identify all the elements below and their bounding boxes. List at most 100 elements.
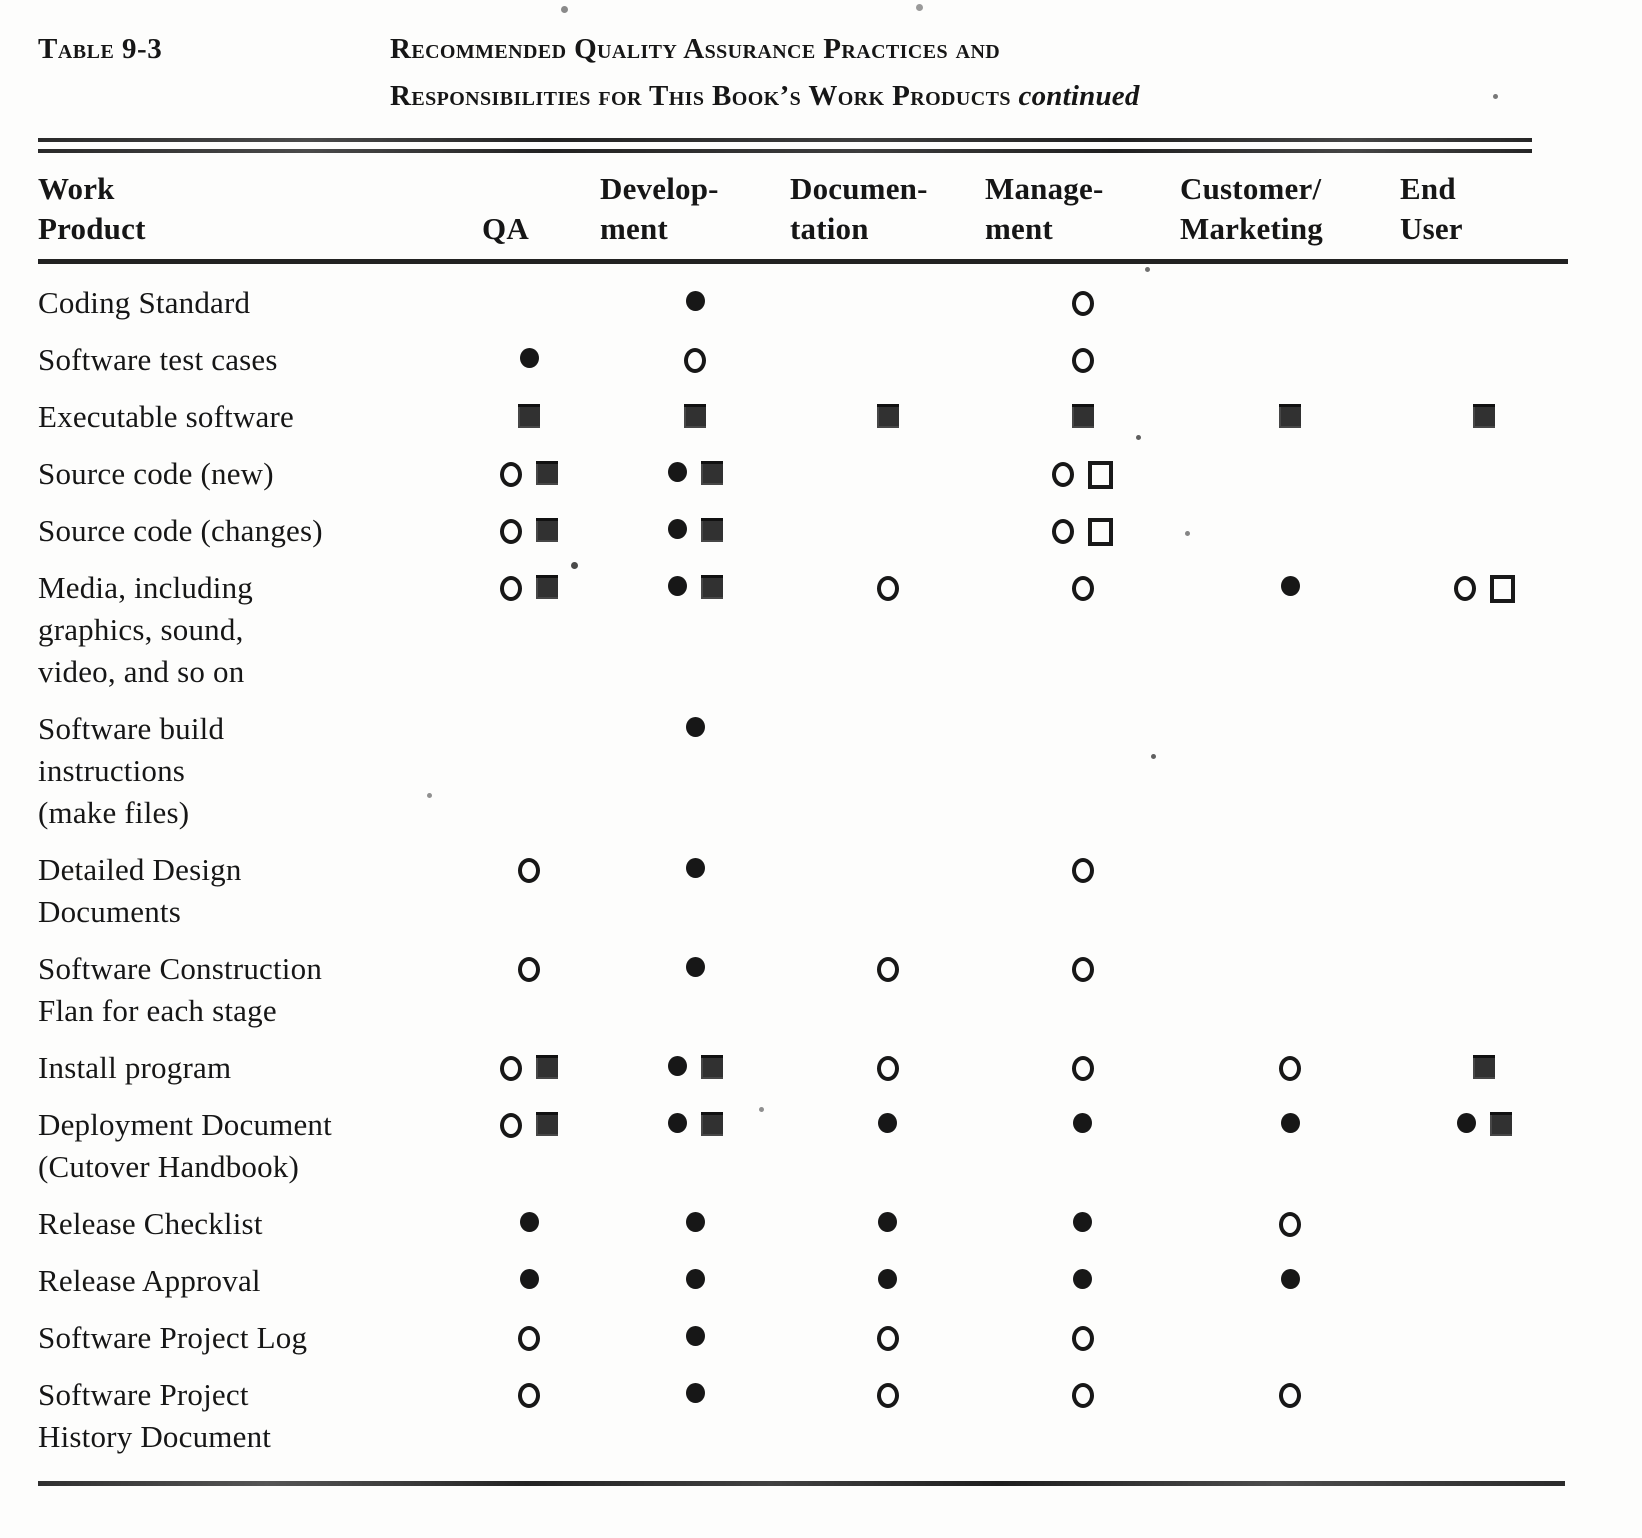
work-product-label: Software build instructions (make files) [38, 711, 225, 830]
filled-square-icon [700, 1112, 723, 1136]
filled-circle-icon [685, 1212, 705, 1232]
filled-square-icon [1489, 1112, 1512, 1136]
cell-qa [458, 453, 600, 510]
filled-circle-icon [1073, 1212, 1092, 1232]
cell-customer-marketing [1180, 1374, 1400, 1473]
work-product-label: Software Project Log [38, 1320, 308, 1355]
cell-documentation [790, 1374, 985, 1473]
open-circle-icon [1279, 1056, 1301, 1081]
cell-documentation [790, 262, 985, 340]
work-product-label: Software Project History Document [38, 1377, 272, 1454]
table-body: Coding Standard Software test cases Execut… [38, 262, 1568, 1474]
filled-square-icon [518, 404, 540, 428]
filled-circle-icon [1280, 1113, 1300, 1133]
filled-square-icon [536, 1055, 558, 1079]
table-row: Software build instructions (make files) [38, 708, 1568, 849]
cell-customer-marketing [1180, 948, 1400, 1047]
cell-development [600, 567, 790, 708]
column-header-management: Manage- ment [985, 153, 1180, 264]
cell-qa [458, 708, 600, 849]
cell-development [600, 708, 790, 849]
rule-line [38, 149, 1532, 153]
filled-square-icon [684, 404, 706, 428]
filled-square-icon [700, 461, 723, 485]
cell-management [985, 1203, 1180, 1260]
open-square-icon [1088, 461, 1113, 489]
continued-label: continued [1018, 80, 1140, 112]
cell-management [985, 262, 1180, 340]
cell-qa [458, 1203, 600, 1260]
filled-circle-icon [878, 1212, 897, 1232]
table-row: Executable software [38, 396, 1568, 453]
filled-circle-icon [685, 291, 705, 311]
cell-end-user [1400, 1317, 1568, 1374]
cell-documentation [790, 1203, 985, 1260]
cell-qa [458, 510, 600, 567]
filled-circle-icon [685, 1269, 705, 1289]
open-circle-icon [684, 348, 706, 373]
cell-development [600, 1260, 790, 1317]
cell-customer-marketing [1180, 1047, 1400, 1104]
filled-circle-icon [685, 858, 705, 878]
open-circle-icon [518, 858, 540, 883]
filled-square-icon [1279, 404, 1301, 428]
cell-end-user [1400, 1047, 1568, 1104]
filled-circle-icon [519, 348, 539, 368]
filled-circle-icon [667, 462, 687, 482]
header-row: Work Product QA Develop- ment Documen- tati… [38, 153, 1568, 264]
open-circle-icon [1279, 1212, 1301, 1237]
cell-management [985, 1374, 1180, 1473]
cell-end-user [1400, 948, 1568, 1047]
open-circle-icon [1071, 291, 1094, 316]
open-circle-icon [500, 1056, 522, 1081]
cell-development [600, 510, 790, 567]
work-product-label: Coding Standard [38, 285, 251, 320]
filled-square-icon [700, 518, 723, 542]
open-square-icon [1489, 575, 1515, 603]
column-header-customer-marketing: Customer/ Marketing [1180, 153, 1400, 264]
table-row: Source code (changes) [38, 510, 1568, 567]
filled-circle-icon [667, 519, 687, 539]
column-header-end-user: End User [1400, 153, 1568, 264]
table-row: Software test cases [38, 339, 1568, 396]
cell-development [600, 948, 790, 1047]
filled-square-icon [1473, 404, 1495, 428]
open-circle-icon [876, 1056, 899, 1081]
table-title: Recommended Quality Assurance Practices … [390, 26, 1140, 120]
title-text-1: Recommended Quality Assurance Practices … [390, 33, 1001, 65]
cell-customer-marketing [1180, 1317, 1400, 1374]
cell-management [985, 1104, 1180, 1203]
cell-end-user [1400, 396, 1568, 453]
qa-practices-table: Work Product QA Develop- ment Documen- tati… [38, 153, 1568, 1473]
cell-qa [458, 396, 600, 453]
cell-end-user [1400, 1260, 1568, 1317]
cell-customer-marketing [1180, 262, 1400, 340]
open-circle-icon [1453, 576, 1476, 601]
cell-management [985, 849, 1180, 948]
work-product-label: Source code (changes) [38, 513, 323, 548]
cell-development [600, 396, 790, 453]
filled-square-icon [536, 461, 558, 485]
filled-circle-icon [519, 1212, 539, 1232]
cell-end-user [1400, 453, 1568, 510]
filled-square-icon [1473, 1055, 1495, 1079]
cell-management [985, 339, 1180, 396]
cell-customer-marketing [1180, 1203, 1400, 1260]
open-circle-icon [1071, 1383, 1094, 1408]
open-circle-icon [876, 1383, 899, 1408]
cell-documentation [790, 567, 985, 708]
filled-circle-icon [685, 1383, 705, 1403]
filled-circle-icon [685, 957, 705, 977]
cell-end-user [1400, 262, 1568, 340]
open-circle-icon [500, 576, 522, 601]
filled-square-icon [876, 404, 899, 428]
cell-documentation [790, 1260, 985, 1317]
cell-customer-marketing [1180, 339, 1400, 396]
cell-end-user [1400, 1203, 1568, 1260]
table-row: Software Project Log [38, 1317, 1568, 1374]
table-header-row: Work Product QA Develop- ment Documen- tati… [38, 153, 1568, 264]
rule-line [38, 138, 1532, 142]
table-row: Coding Standard [38, 262, 1568, 340]
filled-circle-icon [667, 1056, 687, 1076]
cell-development [600, 1317, 790, 1374]
